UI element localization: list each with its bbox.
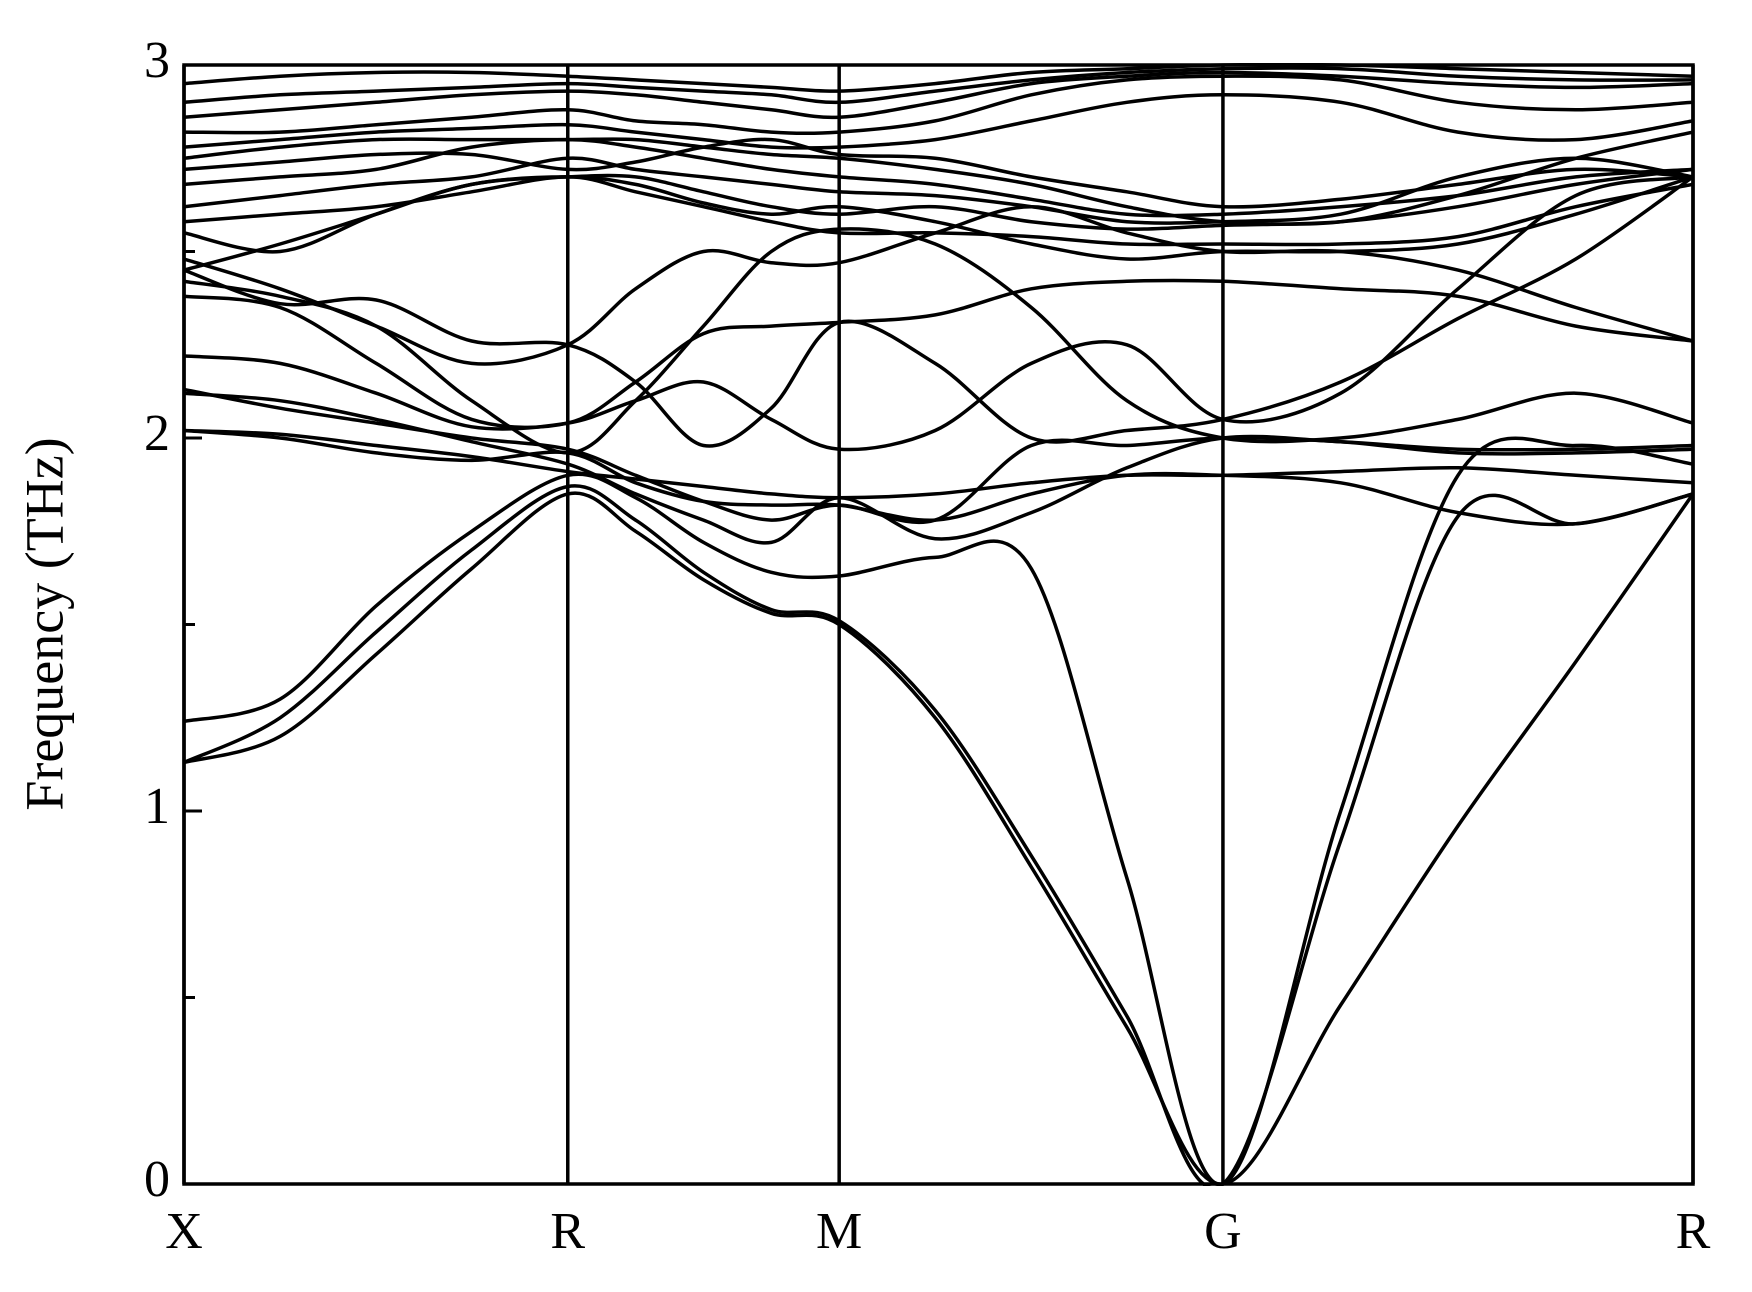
y-tick-label: 0 <box>144 1151 170 1208</box>
x-tick-label: X <box>165 1203 203 1260</box>
band-line <box>184 484 1693 1186</box>
plot-frame <box>182 63 1695 1186</box>
band-line <box>184 167 1693 272</box>
band-line <box>184 175 1693 448</box>
band-line <box>184 63 1693 93</box>
band-line <box>184 130 1693 227</box>
band-line <box>184 66 1693 105</box>
band-line <box>184 175 1693 247</box>
band-line <box>184 93 1693 150</box>
x-tick-label: R <box>550 1203 585 1260</box>
y-tick-label: 1 <box>144 778 170 835</box>
band-line <box>184 204 1693 366</box>
band-line <box>184 428 1693 500</box>
y-axis-label: Frequency (THz) <box>14 437 74 810</box>
band-line <box>184 491 1693 1186</box>
band-line <box>184 387 1693 525</box>
band-line <box>184 70 1693 120</box>
band-line <box>184 227 1693 455</box>
band-line <box>184 156 1693 225</box>
band-line <box>184 428 1693 527</box>
y-tick-label: 2 <box>144 405 170 462</box>
band-line <box>184 137 1693 209</box>
y-tick-label: 3 <box>144 32 170 89</box>
x-tick-label: R <box>1676 1203 1711 1260</box>
bands <box>184 63 1693 1186</box>
x-tick-label: G <box>1204 1203 1242 1260</box>
x-tick-label: M <box>816 1203 862 1260</box>
band-line <box>184 436 1693 1186</box>
band-line <box>184 175 1693 452</box>
band-line <box>184 74 1693 136</box>
